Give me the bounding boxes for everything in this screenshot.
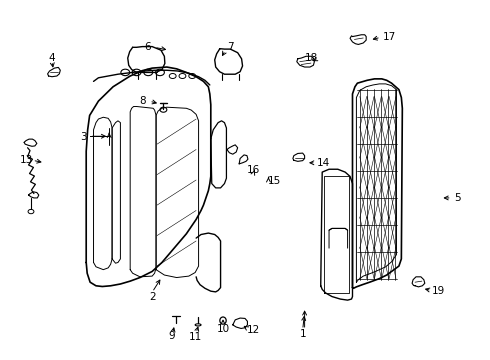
Text: 4: 4 <box>49 53 55 63</box>
Text: 17: 17 <box>383 32 396 41</box>
Text: 18: 18 <box>304 53 318 63</box>
Text: 10: 10 <box>217 324 230 334</box>
Text: 5: 5 <box>454 193 461 203</box>
Text: 15: 15 <box>268 176 281 186</box>
Text: 9: 9 <box>169 331 175 341</box>
Text: 2: 2 <box>149 292 155 302</box>
Text: 19: 19 <box>431 286 444 296</box>
Text: 13: 13 <box>20 155 33 165</box>
Text: 3: 3 <box>80 132 87 142</box>
Text: 6: 6 <box>144 42 150 52</box>
Text: 12: 12 <box>247 325 260 335</box>
Text: 8: 8 <box>139 96 146 106</box>
Text: 14: 14 <box>317 158 330 168</box>
Text: 11: 11 <box>189 332 202 342</box>
Text: 1: 1 <box>299 329 306 339</box>
Text: 16: 16 <box>246 165 260 175</box>
Text: 7: 7 <box>227 42 234 52</box>
